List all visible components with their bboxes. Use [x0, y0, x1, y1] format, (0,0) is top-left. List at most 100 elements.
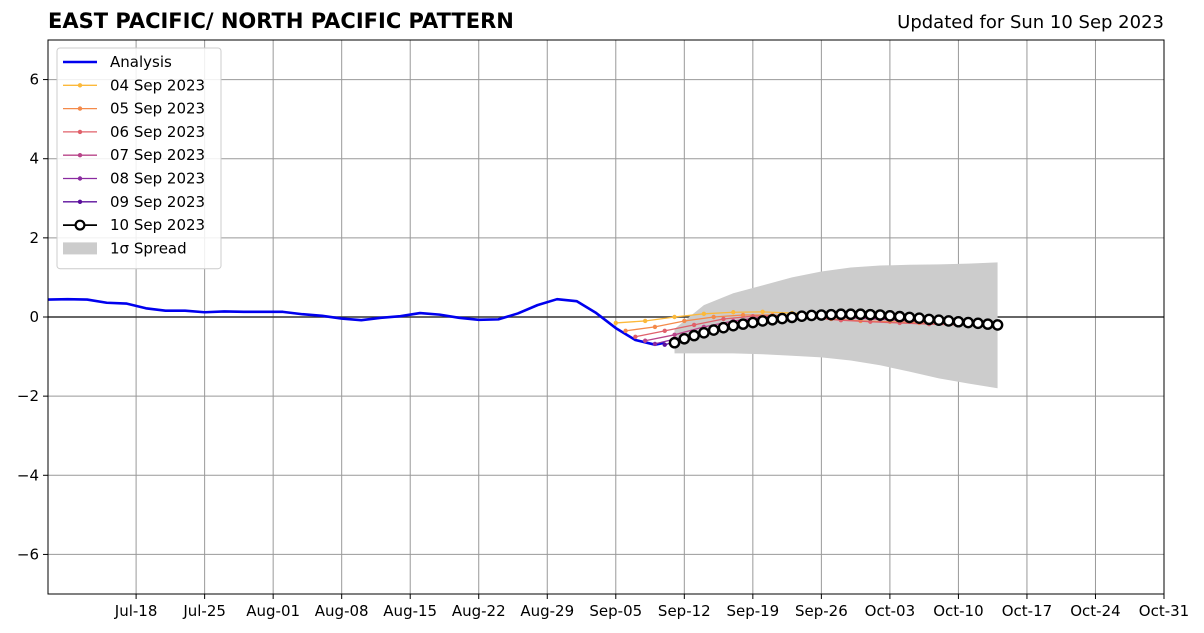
forecast-point — [893, 310, 906, 323]
forecast-point — [933, 314, 945, 326]
x-tick-label: Sep-26 — [795, 602, 848, 620]
forecast-point — [766, 313, 779, 326]
forecast-point — [688, 329, 700, 342]
forecast-point — [717, 321, 730, 334]
forecast-point — [756, 315, 769, 327]
forecast-point — [662, 342, 667, 347]
forecast-point — [815, 309, 828, 321]
forecast-point — [698, 327, 710, 339]
legend-label: 1σ Spread — [110, 239, 187, 257]
forecast-point — [642, 338, 648, 343]
legend-box — [56, 47, 222, 270]
spread-area — [674, 262, 998, 389]
forecast-point — [662, 328, 667, 334]
x-tick-label: Sep-12 — [658, 602, 711, 620]
x-tick-label: Oct-10 — [933, 602, 983, 620]
x-tick-label: Aug-15 — [383, 602, 437, 620]
y-tick-label: −4 — [17, 466, 39, 484]
x-tick-label: Aug-29 — [520, 602, 574, 620]
x-tick-label: Jul-25 — [182, 602, 226, 620]
forecast-point — [952, 315, 965, 328]
legend-label: 07 Sep 2023 — [110, 146, 205, 164]
legend-swatch-marker — [77, 176, 83, 181]
forecast-point — [633, 334, 638, 339]
legend-label: 06 Sep 2023 — [110, 123, 205, 141]
forecast-point — [701, 311, 707, 317]
forecast-point — [707, 324, 720, 336]
forecast-point — [786, 311, 798, 324]
legend-swatch-marker — [74, 219, 86, 231]
forecast-point — [668, 336, 681, 349]
x-tick-label: Aug-22 — [452, 602, 506, 620]
forecast-point — [672, 332, 677, 338]
forecast-point — [623, 328, 628, 334]
forecast-point — [972, 317, 984, 330]
axes: Jul-18 Jul-25 Aug-01 Aug-08 Aug-15 Aug-22 Aug-… — [17, 39, 1189, 620]
legend-label: 05 Sep 2023 — [110, 100, 205, 118]
forecast-point — [805, 309, 818, 322]
forecast-point — [884, 310, 896, 322]
legend-swatch-marker — [77, 129, 83, 135]
forecast-point — [678, 332, 691, 345]
legend-label: Analysis — [110, 53, 172, 71]
forecast-point — [740, 312, 746, 318]
x-tick-label: Oct-24 — [1070, 602, 1120, 620]
forecast-point — [776, 312, 789, 325]
forecast-point — [727, 319, 740, 332]
spread-band — [674, 262, 998, 389]
forecast-point — [854, 308, 867, 321]
y-tick-label: 4 — [29, 150, 39, 168]
x-tick-label: Jul-18 — [114, 602, 158, 620]
x-tick-label: Oct-31 — [1139, 602, 1189, 620]
forecast-point — [652, 341, 658, 347]
forecast-point — [795, 310, 808, 323]
forecast-point — [962, 316, 975, 329]
forecast-point — [747, 316, 759, 329]
forecast-point — [844, 308, 857, 321]
forecast-point — [672, 314, 677, 320]
x-tick-label: Aug-01 — [246, 602, 300, 620]
forecast-point — [942, 315, 955, 327]
forecast-point — [868, 319, 873, 324]
legend-label: 08 Sep 2023 — [110, 170, 205, 188]
forecast-point — [731, 310, 736, 315]
forecast-point — [864, 308, 877, 321]
series-lines — [47, 297, 1004, 349]
updated-date: Updated for Sun 10 Sep 2023 — [897, 12, 1164, 33]
forecast-point — [613, 320, 618, 326]
legend-swatch-marker — [77, 83, 83, 88]
forecast-point — [760, 309, 765, 315]
legend: Analysis 04 Sep 2023 05 Sep 2023 06 Sep 202… — [56, 47, 222, 270]
forecast-point — [874, 309, 886, 321]
forecast-point — [737, 318, 749, 330]
x-tick-label: Oct-17 — [1002, 602, 1052, 620]
forecast-point — [825, 308, 837, 321]
legend-label: 09 Sep 2023 — [110, 193, 205, 211]
y-tick-label: 2 — [29, 229, 39, 247]
plot-frame — [47, 39, 1165, 595]
page-title: EAST PACIFIC/ NORTH PACIFIC PATTERN — [48, 9, 514, 33]
x-tick-label: Sep-19 — [726, 602, 779, 620]
analysis-line — [47, 297, 665, 347]
x-tick-label: Aug-08 — [315, 602, 369, 620]
legend-swatch-marker — [77, 199, 83, 204]
x-tick-label: Oct-03 — [865, 602, 915, 620]
forecast-point — [903, 311, 916, 324]
forecast-point — [642, 318, 648, 324]
legend-swatch-spread — [63, 242, 97, 255]
legend-label: 04 Sep 2023 — [110, 76, 205, 94]
forecast-point — [913, 312, 926, 324]
forecast-point — [991, 319, 1004, 331]
legend-swatch-marker — [77, 106, 83, 111]
forecast-point — [652, 324, 658, 330]
y-tick-label: 0 — [29, 308, 39, 326]
forecast-point — [981, 318, 994, 330]
legend-label: 10 Sep 2023 — [110, 216, 205, 234]
forecast-point — [923, 313, 935, 326]
forecast-point — [835, 308, 847, 321]
y-tick-label: −2 — [17, 387, 39, 405]
y-tick-label: 6 — [29, 71, 39, 89]
legend-swatch-marker — [77, 152, 83, 158]
y-tick-label: −6 — [17, 545, 39, 563]
